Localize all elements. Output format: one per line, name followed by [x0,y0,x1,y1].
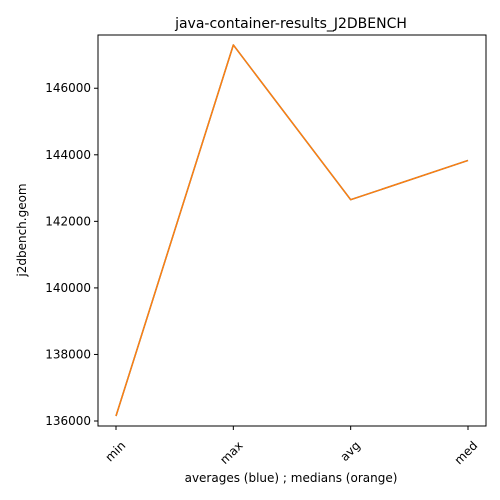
x-axis: min max avg med [102,426,480,467]
chart-title: java-container-results_J2DBENCH [174,16,407,32]
y-tick-label: 146000 [45,81,91,95]
y-tick-label: 144000 [45,148,91,162]
series-line-0 [115,44,469,417]
series-line-1 [115,44,469,417]
plot-area-frame [97,34,487,427]
x-tick-label-min: min [102,438,128,464]
x-tick-label-max: max [217,438,245,466]
x-tick-label-med: med [452,438,481,467]
y-axis-title: j2dbench.geom [15,183,29,277]
x-axis-title: averages (blue) ; medians (orange) [185,471,398,485]
y-tick-label: 138000 [45,347,91,361]
series-layer [115,44,469,417]
x-tick-label-avg: avg [337,438,363,464]
y-tick-label: 136000 [45,414,91,428]
y-tick-label: 140000 [45,281,91,295]
y-axis: 136000 138000 140000 142000 144000 146000 [45,81,98,428]
y-tick-label: 142000 [45,214,91,228]
